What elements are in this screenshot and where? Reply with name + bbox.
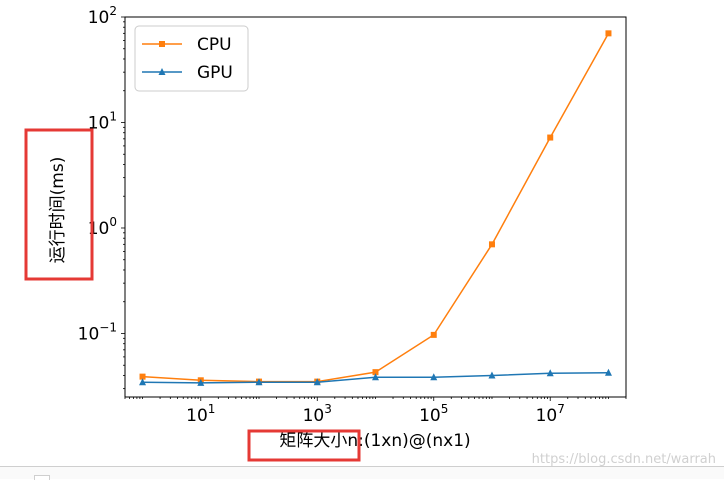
y-tick-label: 101 [88, 109, 117, 133]
y-tick-label: 10−1 [78, 320, 117, 344]
legend: CPU GPU [134, 25, 249, 92]
cpu-data-point [430, 331, 437, 338]
legend-cpu-marker [159, 41, 165, 47]
cpu-data-point [547, 134, 554, 141]
watermark: https://blog.csdn.net/warrah [532, 452, 716, 467]
x-axis-label: 矩阵大小n:(1xn)@(nx1) [279, 431, 470, 451]
cpu-data-point [139, 373, 146, 380]
gpu-data-point [313, 378, 321, 386]
x-tick-label: 103 [303, 402, 332, 426]
series-layer [139, 30, 612, 386]
x-tick-label: 107 [536, 402, 565, 426]
legend-gpu-marker [158, 68, 166, 75]
gpu-data-point [139, 378, 147, 386]
gpu-data-point [197, 378, 205, 386]
x-label-highlight-box [247, 429, 361, 462]
gpu-data-point [255, 378, 263, 386]
gpu-data-point [430, 373, 438, 381]
gpu-data-point [372, 373, 379, 381]
gpu-data-point [604, 368, 612, 376]
y-tick-label: 102 [88, 4, 117, 28]
gpu-data-point [546, 369, 554, 377]
gpu-data-point [488, 371, 496, 379]
cpu-data-point [488, 241, 495, 248]
cpu-data-point [605, 30, 612, 37]
y-axis-label: 运行时间(ms) [48, 157, 68, 264]
legend-cpu-label: CPU [197, 35, 232, 55]
x-tick-label: 101 [186, 402, 215, 426]
cpu-data-point [372, 369, 379, 376]
y-label-highlight-box [24, 128, 94, 281]
legend-gpu-label: GPU [197, 63, 233, 83]
x-axis-ticks: 101 103 105 107 [124, 397, 627, 426]
x-tick-label: 105 [419, 402, 448, 426]
bottom-scrollbar-strip [0, 466, 724, 480]
